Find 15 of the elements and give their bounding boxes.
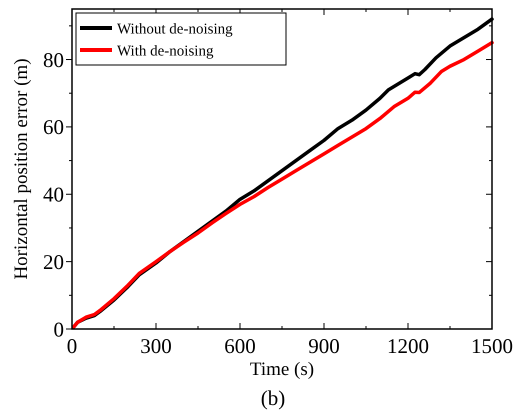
y-tick-label: 80 — [43, 48, 64, 72]
x-tick-label: 300 — [140, 334, 172, 358]
legend-label: Without de-noising — [117, 21, 234, 38]
y-tick-label: 40 — [43, 182, 64, 207]
x-tick-label: 1500 — [471, 334, 513, 358]
x-axis-title: Time (s) — [250, 359, 314, 380]
y-tick-label: 0 — [54, 317, 64, 342]
y-axis-title: Horizontal position error (m) — [11, 58, 32, 280]
x-tick-label: 900 — [308, 334, 340, 358]
legend-label: With de-noising — [117, 43, 214, 60]
y-tick-label: 60 — [43, 115, 64, 140]
x-tick-label: 1200 — [387, 334, 429, 358]
text: (b) — [260, 386, 286, 410]
y-tick-label: 20 — [43, 250, 64, 274]
x-tick-label: 600 — [224, 334, 256, 358]
